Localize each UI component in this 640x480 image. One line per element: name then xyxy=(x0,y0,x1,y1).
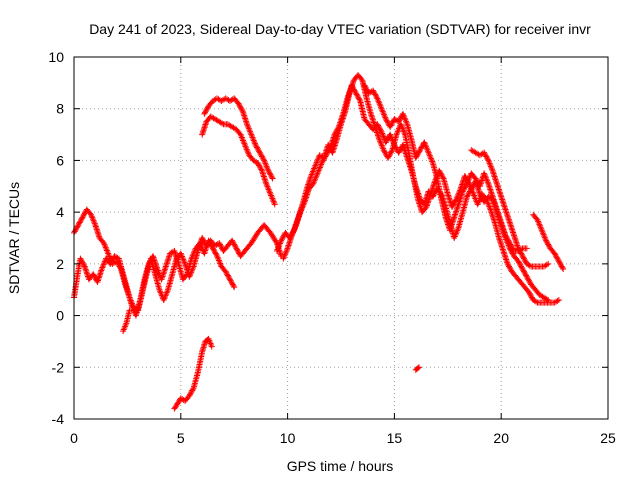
x-axis-title: GPS time / hours xyxy=(287,458,394,474)
x-tick-label: 15 xyxy=(387,430,403,446)
series-track-k xyxy=(530,211,567,273)
grid-lines xyxy=(74,57,608,419)
series-track-i xyxy=(361,82,530,254)
x-tick-label: 10 xyxy=(280,430,296,446)
series-track-j xyxy=(468,147,552,270)
y-tick-label: 8 xyxy=(56,101,64,117)
x-tick-label: 5 xyxy=(177,430,185,446)
y-tick-label: -2 xyxy=(52,359,65,375)
series-track-l xyxy=(412,364,422,373)
y-tick-label: 4 xyxy=(56,204,64,220)
y-tick-label: 10 xyxy=(48,49,64,65)
x-tick-label: 0 xyxy=(70,430,78,446)
y-tick-label: 6 xyxy=(56,152,64,168)
series-track-f xyxy=(201,95,276,182)
plot-frame xyxy=(73,56,609,420)
x-tick-label: 20 xyxy=(493,430,509,446)
series-track-d xyxy=(171,335,215,412)
series-track-c xyxy=(120,307,133,335)
chart-title: Day 241 of 2023, Sidereal Day-to-day VTE… xyxy=(89,21,591,37)
y-tick-label: 0 xyxy=(56,308,64,324)
y-tick-label: -4 xyxy=(52,411,65,427)
axes: 0 5 10 15 20 25 -4 -2 0 2 4 6 8 10 xyxy=(48,49,616,446)
x-tick-label: 25 xyxy=(600,430,616,446)
y-axis-title: SDTVAR / TECUs xyxy=(6,182,22,294)
series-track-e xyxy=(199,113,278,208)
series-track-a xyxy=(71,237,238,319)
y-tick-label: 2 xyxy=(56,256,64,272)
series-group xyxy=(71,72,567,412)
